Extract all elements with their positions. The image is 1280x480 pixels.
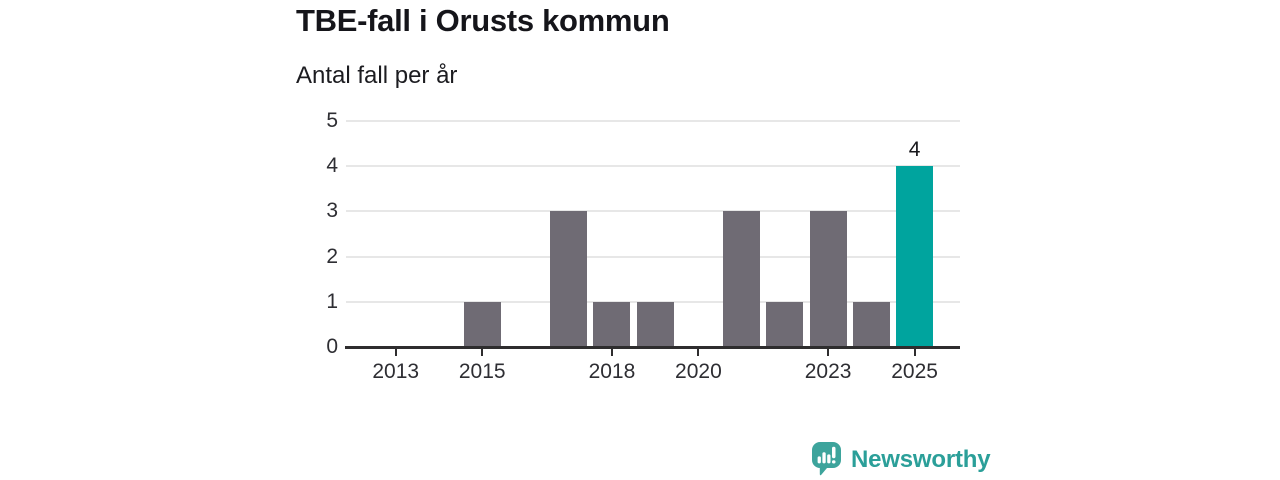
y-tick-label-5: 5 (326, 109, 338, 132)
bar-2019 (636, 301, 674, 347)
chart-title: TBE-fall i Orusts kommun (296, 3, 670, 38)
x-tick-label-2023: 2023 (804, 360, 852, 383)
x-tick-label-2018: 2018 (588, 360, 636, 383)
bar-2018 (593, 301, 631, 347)
y-tick-label-0: 0 (326, 335, 338, 358)
newsworthy-logo-text: Newsworthy (851, 446, 991, 473)
bar-2017 (550, 211, 588, 347)
x-tick-2025 (913, 348, 916, 356)
bar-2021 (723, 211, 761, 347)
bar-2023 (809, 211, 847, 347)
x-axis-line (345, 346, 960, 349)
bar-2015 (463, 301, 501, 347)
newsworthy-logo[interactable]: Newsworthy (810, 440, 991, 480)
bar-2022 (766, 301, 804, 347)
x-tick-2023 (827, 348, 830, 356)
x-tick-label-2013: 2013 (372, 360, 420, 383)
x-tick-2013 (394, 348, 397, 356)
y-tick-label-2: 2 (326, 244, 338, 268)
newsworthy-logo-icon (812, 442, 841, 476)
x-tick-label-2025: 2025 (891, 360, 938, 383)
gridline-y-5 (346, 120, 960, 122)
chart-subtitle: Antal fall per år (296, 62, 458, 89)
y-tick-label-4: 4 (326, 154, 338, 178)
bar-2024 (852, 301, 890, 347)
x-tick-2020 (697, 348, 700, 356)
gridline-y-4 (346, 165, 960, 168)
gridline-y-3 (346, 210, 960, 213)
y-tick-label-1: 1 (326, 289, 338, 313)
x-tick-2018 (610, 348, 613, 356)
bar-value-label-2025: 4 (908, 138, 921, 162)
gridline-y-2 (346, 255, 960, 258)
y-tick-label-3: 3 (326, 199, 338, 223)
bar-2025-highlight (896, 166, 934, 347)
x-tick-2015 (481, 348, 484, 356)
x-tick-label-2020: 2020 (675, 360, 722, 383)
x-tick-label-2015: 2015 (458, 360, 506, 383)
